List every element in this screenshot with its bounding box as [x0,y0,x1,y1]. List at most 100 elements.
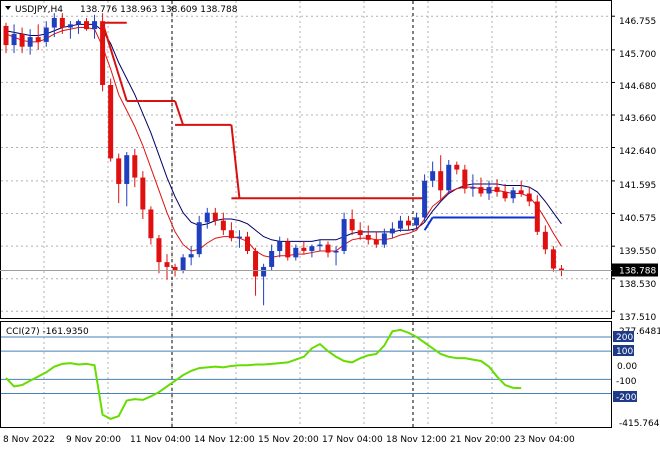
candle-bull [446,164,452,191]
cci-level-badge [613,331,634,342]
time-tick: 8 Nov 2022 [3,435,55,445]
candle-bull [422,180,428,218]
candle-bear [156,238,162,263]
cci-axis-min: -415.764 [619,419,660,429]
candle-bear [494,187,500,192]
candle-bull [293,247,299,258]
candle-bull [486,187,492,194]
current-price-value: 138.788 [619,267,656,277]
candle-bull [414,217,420,226]
candle-bull [27,37,33,47]
cci-level-100: 100 [616,347,633,357]
symbol-label: USDJPY,H4 [15,5,63,15]
cci-level-200: 200 [616,333,633,343]
candle-bear [462,169,468,189]
candle-bull [204,212,210,223]
candle-bear [478,187,484,194]
ohlc-readout: 138.776 138.963 138.609 138.788 [80,5,238,15]
candle-bear [550,249,556,269]
candle-bull [333,250,339,253]
cci-level-badge [613,345,634,356]
candle-bull [341,219,347,251]
cci-level-badge [613,391,637,402]
candle-bear [245,236,250,251]
candle-bull [236,236,242,239]
cci-line [5,328,522,421]
candle-bear [220,220,226,231]
candle-bear [164,262,170,267]
candle-bear [542,231,548,250]
candle-bull [11,33,17,46]
candle-bull [196,222,202,255]
cci-series [5,328,522,421]
time-tick: 9 Nov 20:00 [66,435,121,445]
time-axis[interactable]: 8 Nov 2022 9 Nov 20:00 11 Nov 04:00 14 N… [3,435,575,445]
candle-bull [269,250,275,267]
candle-bear [3,25,9,46]
cci-axis-max: 277.6481 [619,327,660,337]
candle-bear [35,37,41,42]
candle-bear [526,193,532,202]
cci-level-minus200: -200 [616,393,637,403]
candle-bear [148,209,154,239]
resistance-connector [101,22,128,102]
candle-bear [100,21,106,85]
candle-bull [51,17,57,28]
candle-bear [349,219,355,231]
candle-bear [228,230,234,239]
cci-level-lines [1,336,611,395]
time-tick: 18 Nov 12:00 [386,435,447,445]
candle-bear [172,266,178,271]
price-tick: 143.660 [619,114,656,124]
time-tick: 23 Nov 04:00 [514,435,575,445]
candle-bear [357,230,363,236]
session-separators [171,1,414,427]
time-tick: 14 Nov 12:00 [194,435,255,445]
cci-axis[interactable]: 277.6481 200 100 0.00 -100 -200 -415.764 [613,327,660,429]
candle-bear [454,164,460,170]
candle-bull [124,155,130,184]
candle-bull [397,220,403,229]
candle-bear [84,21,89,30]
price-tick: 139.550 [619,247,656,257]
fast-moving-average [5,27,562,258]
candle-bull [188,254,194,258]
time-tick: 11 Nov 04:00 [130,435,191,445]
candle-bull [389,228,395,234]
time-tick: 21 Nov 20:00 [450,435,511,445]
candle-bull [43,27,49,42]
candle-bear [59,17,65,28]
price-tick: 137.510 [619,313,656,323]
candle-bull [317,244,323,247]
support-line [423,216,434,231]
triangle-down-icon[interactable] [5,6,11,10]
candle-bull [470,187,476,189]
candles [3,13,564,306]
candle-bear [518,190,524,194]
candle-bear [140,177,146,210]
price-tick: 140.575 [619,214,656,224]
resistance-connector [174,100,185,126]
candle-bear [212,212,218,221]
price-tick: 144.680 [619,82,656,92]
candle-bear [116,158,122,184]
candle-bear [108,84,114,159]
price-tick: 145.700 [619,50,656,60]
price-tick: 142.640 [619,147,656,157]
candle-bear [406,220,411,226]
candle-bull [67,24,73,28]
candle-bear [325,244,331,253]
current-price-badge [612,263,658,277]
price-tick: 141.595 [619,181,656,191]
candle-bull [180,257,186,271]
cci-level-minus100: -100 [616,377,637,387]
candle-bear [502,191,508,199]
price-axis[interactable]: 146.755 145.700 144.680 143.660 142.640 … [619,17,656,323]
candle-bull [309,246,315,251]
candle-bear [534,201,540,232]
candle-bull [510,190,516,199]
support-resistance-lines [101,21,538,231]
candle-bull [75,21,81,25]
candle-bear [438,171,444,191]
